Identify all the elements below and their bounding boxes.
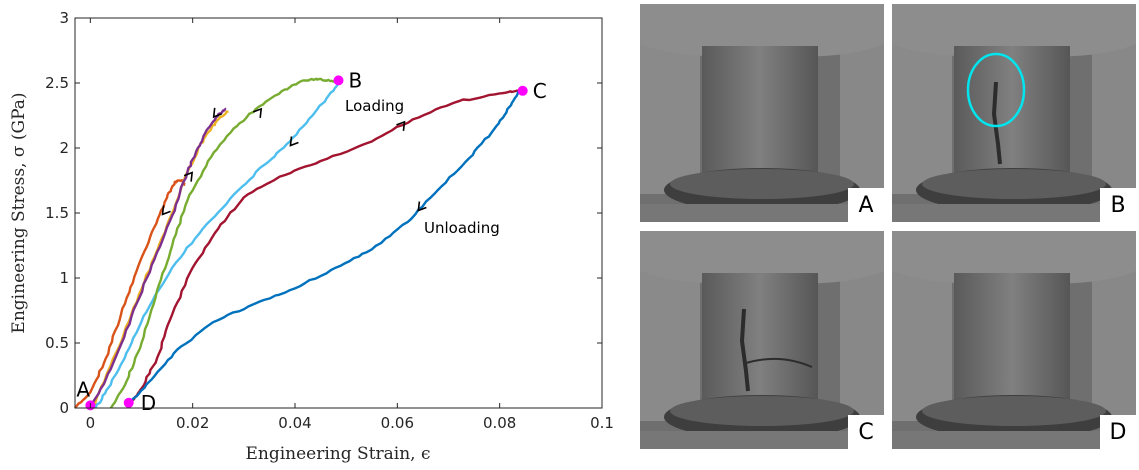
series-line-2 [89, 107, 227, 409]
loading-annotation: Loading [345, 97, 404, 115]
sem-image [892, 231, 1136, 449]
marker-C [517, 85, 528, 96]
highlight-circle [966, 52, 1026, 128]
indenter-tip [640, 231, 884, 284]
series-line-5 [130, 89, 521, 403]
tick-layer: 0 0.02 0.04 0.06 0.08 0.1 0 0.5 1 1.5 2 2.5 3 [45, 9, 614, 432]
pillar-base-ring [670, 169, 854, 199]
stress-strain-chart: A B C D 0 0.02 0.04 0.06 0.08 0.1 0 0.5 1 1.5 2 2.5 3 L… [9, 9, 614, 464]
x-tick-label: 0 [86, 414, 96, 432]
indenter-tip [892, 4, 1136, 57]
sem-panel-a: A [640, 4, 884, 222]
direction-arrow-5 [396, 120, 406, 131]
marker-label-C: C [533, 79, 547, 103]
series-line-0 [74, 179, 186, 409]
pillar-body [702, 273, 818, 418]
panel-label: A [848, 188, 884, 222]
panel-label: B [1100, 188, 1136, 222]
sem-panel-b: B [892, 4, 1136, 222]
series-line-6 [130, 89, 521, 403]
pillar-body [954, 273, 1070, 418]
marker-label-D: D [141, 391, 156, 415]
x-tick-label: 0.06 [381, 414, 414, 432]
x-tick-label: 0.02 [176, 414, 209, 432]
direction-arrow-6 [417, 201, 427, 212]
pillar-base-ring [922, 169, 1106, 199]
series-layer [74, 77, 521, 409]
substrate [640, 431, 884, 449]
unloading-annotation: Unloading [424, 219, 500, 237]
x-tick-label: 0.04 [278, 414, 311, 432]
marker-label-A: A [76, 377, 90, 401]
direction-arrow-4 [289, 136, 299, 147]
y-tick-label: 2 [59, 139, 69, 157]
marker-label-B: B [349, 68, 363, 92]
direction-arrow-1 [183, 171, 194, 182]
arrow-layer [161, 107, 427, 216]
pillar-body [702, 46, 818, 191]
panel-label: D [1100, 415, 1136, 449]
sem-image [892, 4, 1136, 222]
series-line-3 [94, 79, 342, 409]
shear-crack [739, 308, 750, 392]
substrate [640, 204, 884, 222]
direction-arrow-3 [252, 107, 263, 118]
indenter-tip [892, 231, 1136, 284]
y-tick-label: 1 [59, 269, 69, 287]
sem-image [640, 231, 884, 449]
x-axis-title: Engineering Strain, ϵ [246, 444, 431, 464]
sem-image [640, 4, 884, 222]
direction-arrow-2 [161, 205, 171, 216]
x-tick-label: 0.1 [590, 414, 614, 432]
marker-B [333, 75, 344, 86]
y-tick-label: 3 [59, 9, 69, 27]
pillar-base-ring [670, 396, 854, 426]
substrate [892, 431, 1136, 449]
y-tick-label: 0 [59, 399, 69, 417]
indenter-tip [640, 4, 884, 57]
panel-label: C [848, 415, 884, 449]
sem-panel-c: C [640, 231, 884, 449]
y-tick-label: 2.5 [45, 74, 69, 92]
marker-layer: A B C D [76, 68, 546, 414]
y-tick-label: 0.5 [45, 334, 69, 352]
shear-band [745, 357, 813, 368]
shear-crack [991, 81, 1002, 165]
substrate [892, 204, 1136, 222]
x-tick-label: 0.08 [483, 414, 516, 432]
marker-D [123, 397, 134, 408]
pillar-base-ring [922, 396, 1106, 426]
y-axis-title: Engineering Stress, σ (GPa) [9, 92, 29, 333]
sem-panel-d: D [892, 231, 1136, 449]
y-tick-label: 1.5 [45, 204, 69, 222]
direction-arrow-0 [212, 107, 222, 119]
series-line-4 [109, 77, 340, 409]
